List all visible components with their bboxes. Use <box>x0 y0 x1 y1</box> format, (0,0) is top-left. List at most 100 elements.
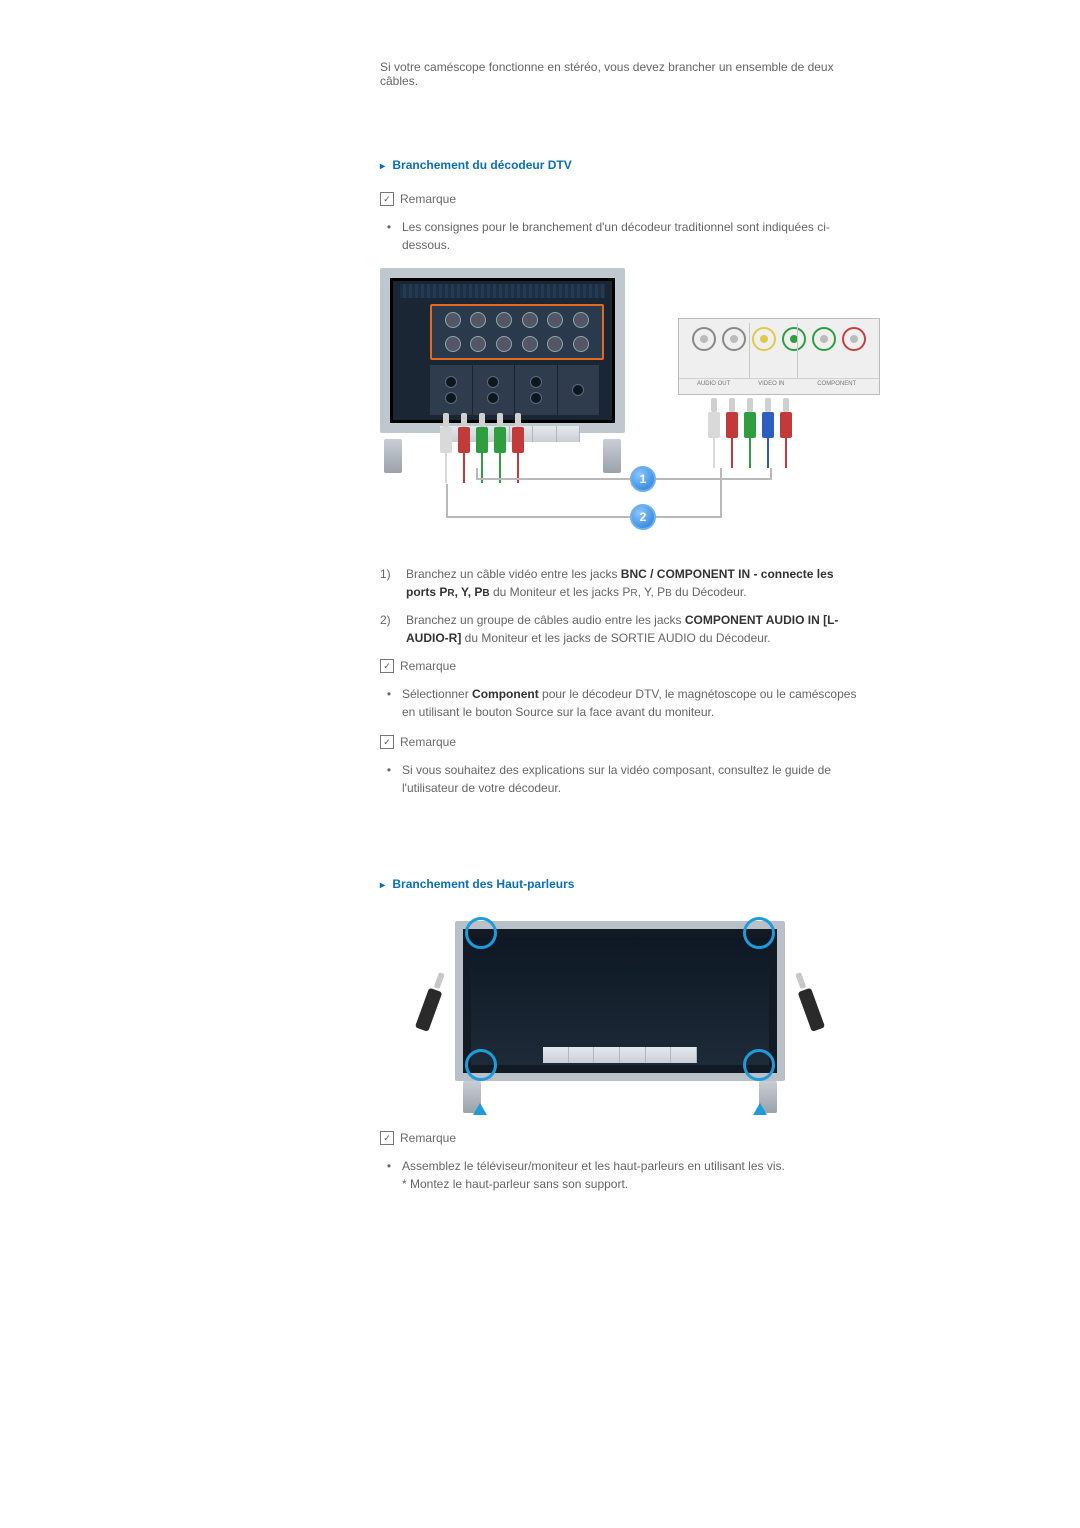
monitor-bottom-ports <box>430 365 600 415</box>
connector-line <box>476 468 478 480</box>
remarque-row: ✓ Remarque <box>380 659 860 673</box>
text: , Y, P <box>638 585 666 599</box>
jack-icon <box>692 327 716 351</box>
plug-set-right <box>708 398 792 468</box>
plug-set-left <box>440 413 524 483</box>
remarque-label: Remarque <box>400 1131 456 1145</box>
bullet-dot-icon: • <box>386 685 392 721</box>
step-text: Branchez un câble vidéo entre les jacks … <box>406 565 860 601</box>
bullet-item: • Si vous souhaitez des explications sur… <box>386 761 860 797</box>
step-item: 2) Branchez un groupe de câbles audio en… <box>380 611 860 647</box>
subscript: B <box>665 588 672 599</box>
port-callout-box <box>430 304 604 360</box>
jack-icon <box>842 327 866 351</box>
section-title-dtv: ▸ Branchement du décodeur DTV <box>380 158 860 172</box>
monitor-foot <box>603 439 621 473</box>
bullet-text: Assemblez le téléviseur/moniteur et les … <box>402 1157 785 1193</box>
remarque-label: Remarque <box>400 192 456 206</box>
remarque-label: Remarque <box>400 659 456 673</box>
monitor-vent <box>400 284 605 298</box>
bullet-item: • Assemblez le téléviseur/moniteur et le… <box>386 1157 860 1193</box>
connector-line <box>770 468 772 480</box>
connector-line <box>720 468 722 518</box>
section-title-dtv-label: Branchement du décodeur DTV <box>392 158 571 172</box>
arrow-up-icon <box>753 1103 767 1115</box>
step-text: Branchez un groupe de câbles audio entre… <box>406 611 860 647</box>
connector-line <box>476 478 630 480</box>
checkbox-icon: ✓ <box>380 192 394 206</box>
text: Sélectionner <box>402 687 472 701</box>
highlight-ring-icon <box>465 1049 497 1081</box>
bullet-item: • Sélectionner Component pour le décodeu… <box>386 685 860 721</box>
remarque-label: Remarque <box>400 735 456 749</box>
plug-icon <box>780 398 792 468</box>
panel-labels: AUDIO OUT VIDEO IN COMPONENT <box>679 378 879 392</box>
text: Branchez un câble vidéo entre les jacks <box>406 567 621 581</box>
step-badge-1: 1 <box>630 466 656 492</box>
jack-icon <box>722 327 746 351</box>
screwdriver-icon <box>411 971 448 1042</box>
arrow-up-icon <box>473 1103 487 1115</box>
subscript: R <box>447 588 454 599</box>
plug-icon <box>726 398 738 468</box>
tv-button-strip <box>543 1047 697 1063</box>
connector-line <box>446 484 448 518</box>
chevron-icon: ▸ <box>380 161 385 172</box>
dtv-connection-diagram: AUDIO OUT VIDEO IN COMPONENT <box>380 268 880 543</box>
jack-icon <box>752 327 776 351</box>
section-title-speakers: ▸ Branchement des Haut-parleurs <box>380 877 860 891</box>
bullet-text: Si vous souhaitez des explications sur l… <box>402 761 860 797</box>
panel-label: AUDIO OUT <box>679 378 748 392</box>
monitor-illustration <box>380 268 625 433</box>
text-bold: Component <box>472 687 539 701</box>
step-item: 1) Branchez un câble vidéo entre les jac… <box>380 565 860 601</box>
plug-icon <box>458 413 470 483</box>
plug-icon <box>512 413 524 483</box>
chevron-icon: ▸ <box>380 880 385 891</box>
monitor-foot <box>384 439 402 473</box>
plug-icon <box>708 398 720 468</box>
step-badge-2: 2 <box>630 504 656 530</box>
bullet-dot-icon: • <box>386 1157 392 1193</box>
bullet-dot-icon: • <box>386 761 392 797</box>
text: du Moniteur et les jacks de SORTIE AUDIO… <box>461 631 770 645</box>
panel-label: VIDEO IN <box>748 378 794 392</box>
remarque-row: ✓ Remarque <box>380 192 860 206</box>
intro-text: Si votre caméscope fonctionne en stéréo,… <box>380 60 860 88</box>
text: du Moniteur et les jacks P <box>490 585 631 599</box>
jack-icon <box>812 327 836 351</box>
screwdriver-icon <box>791 971 828 1042</box>
panel-label: COMPONENT <box>794 378 879 392</box>
subscript: R <box>630 588 637 599</box>
text-bold: , Y, P <box>455 585 483 599</box>
bullet-text: Les consignes pour le branchement d'un d… <box>402 218 860 254</box>
bullet-item: • Les consignes pour le branchement d'un… <box>386 218 860 254</box>
speaker-mount-diagram <box>405 911 835 1111</box>
jack-icon <box>782 327 806 351</box>
text: Assemblez le téléviseur/moniteur et les … <box>402 1159 785 1173</box>
step-number: 1) <box>380 565 394 601</box>
remarque-row: ✓ Remarque <box>380 735 860 749</box>
subscript: B <box>482 588 489 599</box>
checkbox-icon: ✓ <box>380 1131 394 1145</box>
plug-icon <box>440 413 452 483</box>
highlight-ring-icon <box>743 1049 775 1081</box>
step-number: 2) <box>380 611 394 647</box>
connector-line <box>652 516 722 518</box>
text: * Montez le haut-parleur sans son suppor… <box>402 1177 628 1191</box>
tv-illustration <box>455 921 785 1081</box>
connector-line <box>652 478 772 480</box>
bullet-text: Sélectionner Component pour le décodeur … <box>402 685 860 721</box>
text: du Décodeur. <box>672 585 747 599</box>
text: Branchez un groupe de câbles audio entre… <box>406 613 685 627</box>
highlight-ring-icon <box>465 917 497 949</box>
bullet-dot-icon: • <box>386 218 392 254</box>
decoder-rear-panel: AUDIO OUT VIDEO IN COMPONENT <box>678 318 880 395</box>
document-page: Si votre caméscope fonctionne en stéréo,… <box>180 0 900 1327</box>
checkbox-icon: ✓ <box>380 659 394 673</box>
checkbox-icon: ✓ <box>380 735 394 749</box>
section-title-speakers-label: Branchement des Haut-parleurs <box>392 877 574 891</box>
highlight-ring-icon <box>743 917 775 949</box>
remarque-row: ✓ Remarque <box>380 1131 860 1145</box>
connector-line <box>446 516 630 518</box>
